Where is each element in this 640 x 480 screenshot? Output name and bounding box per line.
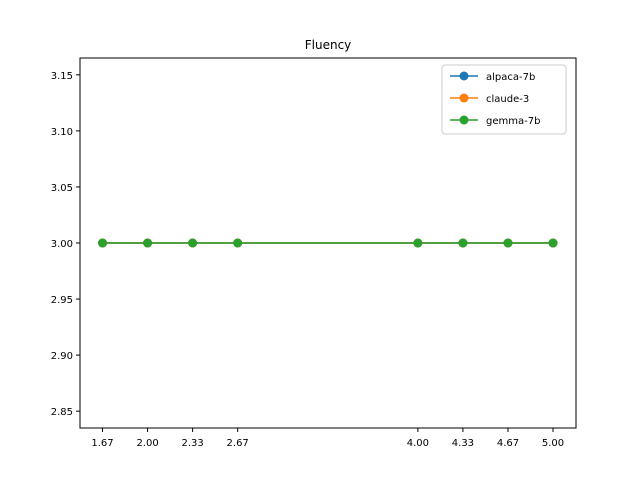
data-point-gemma-7b [233,238,243,248]
legend-label-gemma-7b: gemma-7b [486,116,540,127]
y-tick-label: 2.95 [51,295,73,306]
y-axis: 2.85 2.90 2.95 3.00 3.05 3.10 3.15 [51,71,80,418]
y-tick-label: 3.05 [51,183,73,194]
data-point-gemma-7b [458,238,468,248]
legend-marker-gemma-7b [459,115,469,125]
data-point-gemma-7b [143,238,153,248]
legend-marker-claude-3 [459,93,469,103]
y-tick-label: 2.90 [51,351,73,362]
x-tick-label: 2.00 [136,438,158,449]
data-point-gemma-7b [188,238,198,248]
data-point-gemma-7b [98,238,108,248]
series-gemma-7b [98,238,558,248]
x-tick-label: 4.33 [452,438,474,449]
legend-label-alpaca-7b: alpaca-7b [486,72,535,83]
legend-marker-alpaca-7b [459,71,469,81]
x-tick-label: 5.00 [542,438,564,449]
y-tick-label: 3.00 [51,239,73,250]
data-point-gemma-7b [548,238,558,248]
data-point-gemma-7b [413,238,423,248]
chart-title: Fluency [305,38,352,52]
data-point-gemma-7b [503,238,513,248]
x-axis: 1.67 2.00 2.33 2.67 4.00 4.33 4.67 5.00 [91,428,564,449]
legend-box [441,64,567,135]
legend: alpaca-7b claude-3 gemma-7b [441,64,567,135]
axes-frame [79,57,577,429]
legend-label-claude-3: claude-3 [486,94,529,105]
x-tick-label: 4.00 [407,438,429,449]
x-tick-label: 1.67 [91,438,113,449]
x-tick-label: 2.67 [227,438,249,449]
y-tick-label: 3.15 [51,71,73,82]
y-tick-label: 3.10 [51,127,73,138]
x-tick-label: 4.67 [497,438,519,449]
series-group [98,238,558,248]
x-tick-label: 2.33 [181,438,203,449]
y-tick-label: 2.85 [51,407,73,418]
